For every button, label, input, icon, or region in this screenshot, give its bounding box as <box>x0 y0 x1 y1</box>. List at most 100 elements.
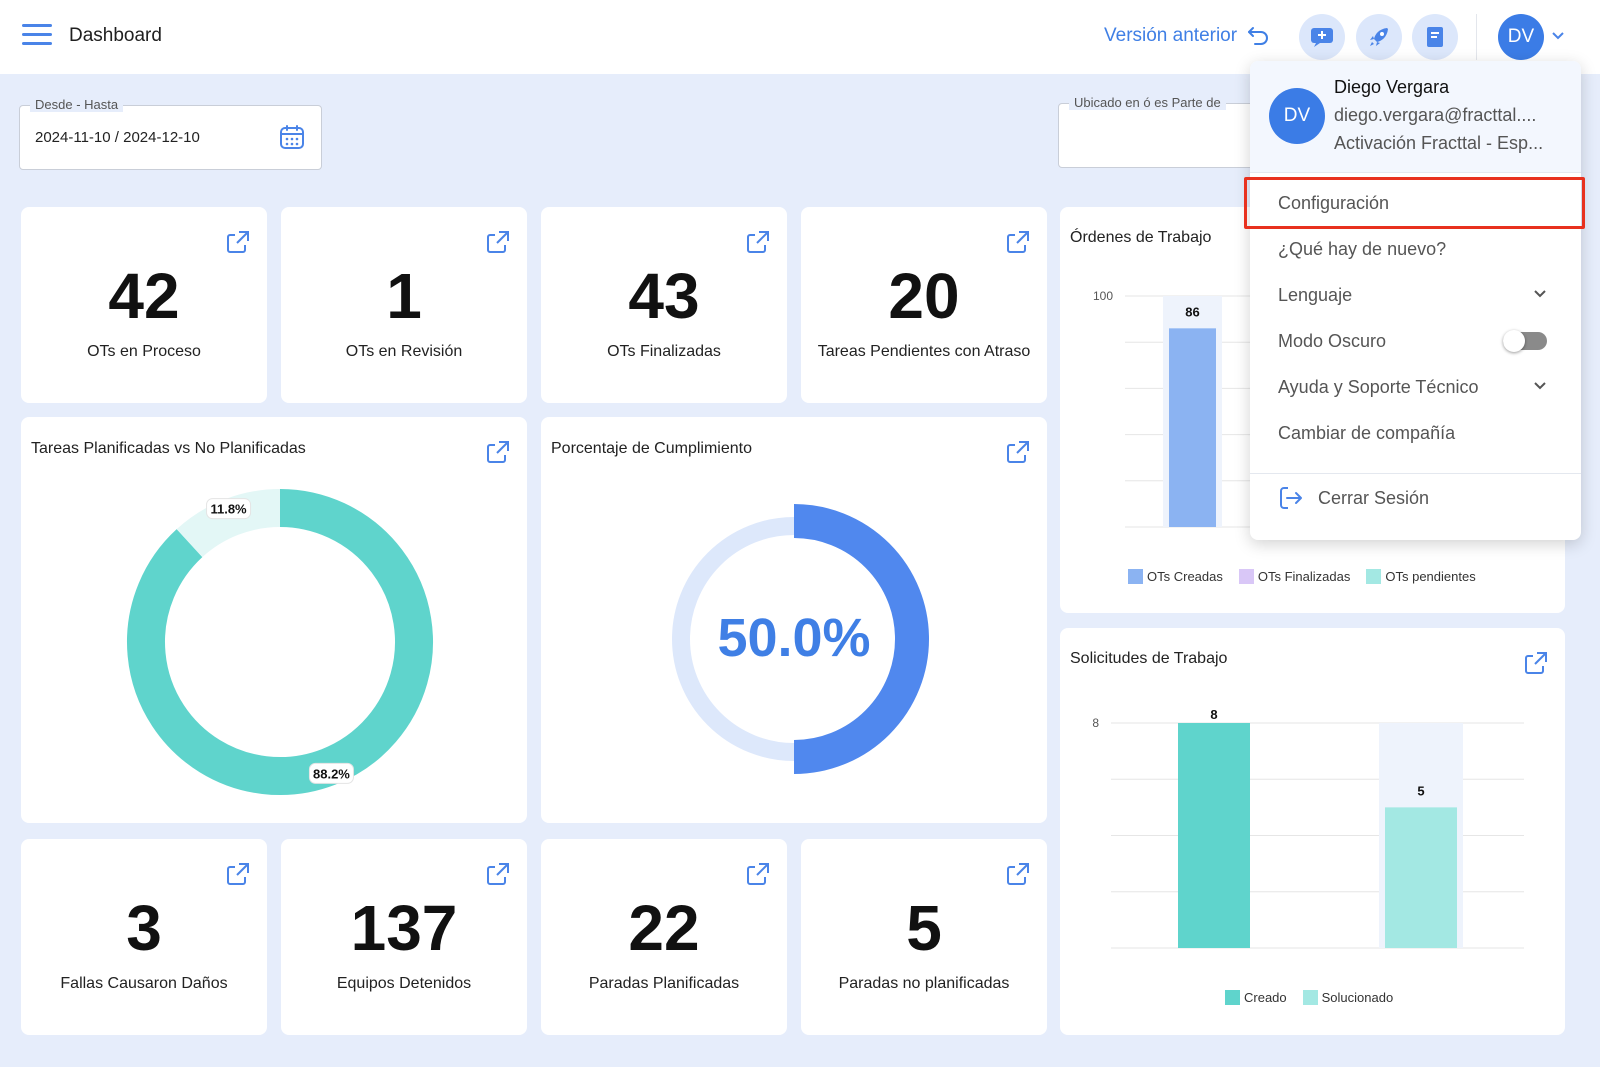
book-button[interactable] <box>1412 14 1458 60</box>
kpi-label: OTs en Revisión <box>345 343 463 360</box>
compliance-value: 50.0% <box>717 608 871 668</box>
gauge-fill[interactable] <box>793 504 929 774</box>
planned-tasks-donut: 88.2% 11.8% <box>127 489 433 795</box>
kpi-card-fallas: 3 Fallas Causaron Daños <box>21 839 267 1035</box>
menu-item-label: Lenguaje <box>1278 284 1353 305</box>
kpi-label: Fallas Causaron Daños <box>60 975 228 992</box>
kpi-card-ots-en-proceso: 42 OTs en Proceso <box>21 207 267 403</box>
menu-item-label: ¿Qué hay de nuevo? <box>1278 238 1447 259</box>
kpi-value: 20 <box>888 260 960 332</box>
kpi-value: 137 <box>350 892 458 964</box>
kpi-label: OTs Finalizadas <box>607 343 721 360</box>
previous-version-link[interactable]: Versión anterior <box>1104 25 1269 47</box>
kpi-card-ots-finalizadas: 43 OTs Finalizadas <box>541 207 787 403</box>
open-external-icon[interactable] <box>745 229 771 255</box>
chat-button[interactable] <box>1299 14 1345 60</box>
legend-label: OTs Creadas <box>1147 569 1223 584</box>
menu-item-label: Modo Oscuro <box>1278 330 1387 351</box>
bar[interactable] <box>1169 328 1216 527</box>
user-menu-header: DV Diego Vergara diego.vergara@fracttal.… <box>1250 61 1581 173</box>
kpi-card-paradas-no-planificadas: 5 Paradas no planificadas <box>801 839 1047 1035</box>
menu-item-label: Ayuda y Soporte Técnico <box>1278 376 1479 397</box>
open-external-icon[interactable] <box>1523 650 1549 676</box>
open-external-icon[interactable] <box>1005 439 1031 465</box>
location-label: Ubicado en ó es Parte de <box>1069 95 1226 110</box>
user-avatar[interactable]: DV <box>1498 14 1544 60</box>
header-divider <box>1476 14 1477 60</box>
svg-text:11.8%: 11.8% <box>210 502 247 517</box>
user-menu: DV Diego Vergara diego.vergara@fracttal.… <box>1244 61 1585 540</box>
legend-item[interactable]: OTs pendientes <box>1366 569 1476 584</box>
bar-value-label: 8 <box>1210 707 1217 722</box>
user-company: Activación Fracttal - Esp... <box>1334 133 1544 153</box>
legend-label: OTs Finalizadas <box>1257 569 1351 584</box>
kpi-card-tareas-pendientes: 20 Tareas Pendientes con Atraso <box>801 207 1047 403</box>
user-name: Diego Vergara <box>1334 77 1450 97</box>
bar-value-label: 86 <box>1185 304 1199 319</box>
legend-item[interactable]: Creado <box>1225 990 1287 1005</box>
menu-icon[interactable] <box>22 24 52 48</box>
donut-slice-label: 11.8% <box>206 498 252 520</box>
user-email: diego.vergara@fracttal.... <box>1334 105 1537 125</box>
bar[interactable] <box>1178 723 1250 948</box>
kpi-value: 42 <box>108 260 180 332</box>
open-external-icon[interactable] <box>485 439 511 465</box>
menu-item-dark-mode[interactable]: Modo Oscuro <box>1250 318 1581 364</box>
menu-item-label: Configuración <box>1278 192 1390 213</box>
undo-icon <box>1248 27 1269 45</box>
menu-item-switch-company[interactable]: Cambiar de compañía <box>1250 410 1581 456</box>
open-external-icon[interactable] <box>225 229 251 255</box>
kpi-value: 3 <box>126 892 162 964</box>
open-external-icon[interactable] <box>1005 229 1031 255</box>
legend-item[interactable]: Solucionado <box>1302 990 1394 1005</box>
card-title: Órdenes de Trabajo <box>1070 229 1212 246</box>
card-title: Porcentaje de Cumplimiento <box>551 440 752 457</box>
kpi-label: Paradas Planificadas <box>588 975 740 992</box>
legend-item[interactable]: OTs Creadas <box>1128 569 1223 584</box>
menu-avatar: DV <box>1269 88 1325 144</box>
open-external-icon[interactable] <box>1005 861 1031 887</box>
open-external-icon[interactable] <box>745 861 771 887</box>
calendar-icon[interactable] <box>279 124 305 150</box>
chevron-down-icon[interactable] <box>1551 30 1565 42</box>
kpi-label: OTs en Proceso <box>87 343 201 360</box>
kpi-label: Tareas Pendientes con Atraso <box>817 343 1031 360</box>
chat-icon <box>1311 28 1333 47</box>
menu-item-help[interactable]: Ayuda y Soporte Técnico <box>1250 364 1581 410</box>
compliance-card: Porcentaje de Cumplimiento 50.0% <box>541 417 1047 823</box>
date-range-value: 2024-11-10 / 2024-12-10 <box>35 129 200 146</box>
menu-item-configuracion[interactable]: Configuración <box>1250 180 1581 226</box>
date-range-field[interactable]: Desde - Hasta 2024-11-10 / 2024-12-10 <box>19 97 322 170</box>
card-title: Solicitudes de Trabajo <box>1070 650 1228 667</box>
kpi-card-paradas-planificadas: 22 Paradas Planificadas <box>541 839 787 1035</box>
legend-label: Solucionado <box>1321 990 1394 1005</box>
menu-item-language[interactable]: Lenguaje <box>1250 272 1581 318</box>
chevron-down-icon <box>1534 382 1546 390</box>
y-tick-label: 100 <box>1093 289 1113 303</box>
menu-item-whats-new[interactable]: ¿Qué hay de nuevo? <box>1250 226 1581 272</box>
previous-version-label: Versión anterior <box>1104 25 1238 46</box>
open-external-icon[interactable] <box>485 861 511 887</box>
kpi-card-equipos: 137 Equipos Detenidos <box>281 839 527 1035</box>
dark-mode-toggle[interactable] <box>1503 330 1547 352</box>
open-external-icon[interactable] <box>225 861 251 887</box>
kpi-value: 5 <box>906 892 942 964</box>
rocket-icon <box>1370 28 1388 46</box>
menu-item-logout[interactable]: Cerrar Sesión <box>1250 475 1581 521</box>
donut-slice-label: 88.2% <box>308 762 354 784</box>
rocket-button[interactable] <box>1356 14 1402 60</box>
open-external-icon[interactable] <box>485 229 511 255</box>
legend-label: OTs pendientes <box>1385 569 1476 584</box>
kpi-card-ots-en-revision: 1 OTs en Revisión <box>281 207 527 403</box>
bar[interactable] <box>1385 807 1457 948</box>
work-requests-card: Solicitudes de Trabajo 8 8 5 Creado Soluci… <box>1060 628 1565 1035</box>
y-tick-label: 8 <box>1092 716 1099 730</box>
logout-label: Cerrar Sesión <box>1318 487 1430 508</box>
book-icon <box>1427 27 1443 47</box>
orders-legend: OTs Creadas OTs Finalizadas OTs pendient… <box>1128 569 1476 584</box>
legend-item[interactable]: OTs Finalizadas <box>1238 569 1351 584</box>
work-requests-chart: 8 8 5 <box>1092 707 1524 949</box>
chevron-down-icon <box>1534 290 1546 298</box>
kpi-value: 22 <box>628 892 700 964</box>
donut-slice[interactable] <box>127 489 433 795</box>
